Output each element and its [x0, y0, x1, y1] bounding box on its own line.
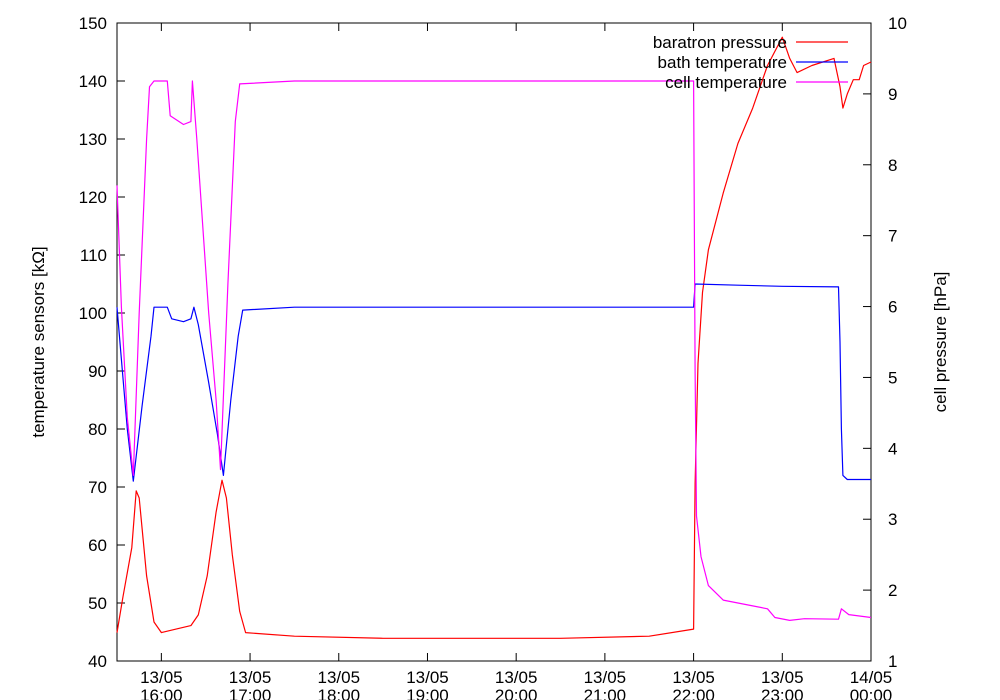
- x-tick-time: 23:00: [761, 686, 804, 700]
- series-baratron-pressure: [116, 36, 872, 639]
- x-tick-time: 16:00: [140, 686, 183, 700]
- y2-tick-label: 1: [888, 652, 897, 671]
- y2-axis-title: cell pressure [hPa]: [931, 272, 950, 413]
- x-tick-time: 17:00: [229, 686, 272, 700]
- series-bath-temperature: [116, 283, 871, 482]
- y2-tick-label: 4: [888, 439, 897, 458]
- x-tick-date: 14/05: [850, 668, 893, 687]
- x-tick-time: 19:00: [406, 686, 449, 700]
- x-tick-date: 13/05: [140, 668, 183, 687]
- plot-frame: [116, 22, 872, 662]
- y-tick-label: 140: [79, 72, 107, 91]
- legend-label: baratron pressure: [653, 33, 787, 52]
- legend-label: cell temperature: [665, 73, 787, 92]
- y-tick-label: 50: [88, 594, 107, 613]
- x-tick-time: 18:00: [317, 686, 360, 700]
- y-tick-label: 90: [88, 362, 107, 381]
- left-axis: 40 50 60 70 80 90 100 110 120 130 140 150: [79, 14, 125, 671]
- x-tick-date: 13/05: [229, 668, 272, 687]
- x-tick-date: 13/05: [317, 668, 360, 687]
- x-tick-date: 13/05: [406, 668, 449, 687]
- y2-tick-label: 10: [888, 14, 907, 33]
- y2-tick-label: 8: [888, 156, 897, 175]
- y-tick-label: 150: [79, 14, 107, 33]
- bottom-axis: 13/0516:0013/0517:0013/0518:0013/0519:00…: [140, 23, 892, 700]
- y-tick-label: 130: [79, 130, 107, 149]
- y2-tick-label: 9: [888, 85, 897, 104]
- y-axis-title: temperature sensors [kΩ]: [29, 246, 48, 437]
- x-tick-date: 13/05: [495, 668, 538, 687]
- series-cell-temperature: [116, 80, 872, 622]
- series-layer: [116, 36, 872, 639]
- x-tick-time: 22:00: [672, 686, 715, 700]
- y2-tick-label: 6: [888, 298, 897, 317]
- x-tick-date: 13/05: [761, 668, 804, 687]
- x-tick-time: 00:00: [850, 686, 893, 700]
- y-tick-label: 70: [88, 478, 107, 497]
- x-tick-date: 13/05: [584, 668, 627, 687]
- y-tick-label: 80: [88, 420, 107, 439]
- y-tick-label: 40: [88, 652, 107, 671]
- y2-tick-label: 5: [888, 368, 897, 387]
- y2-tick-label: 2: [888, 581, 897, 600]
- legend-label: bath temperature: [658, 53, 787, 72]
- y2-tick-label: 7: [888, 227, 897, 246]
- x-tick-time: 20:00: [495, 686, 538, 700]
- x-tick-time: 21:00: [584, 686, 627, 700]
- y-tick-label: 120: [79, 188, 107, 207]
- y-tick-label: 100: [79, 304, 107, 323]
- x-tick-date: 13/05: [672, 668, 715, 687]
- right-axis: 1 2 3 4 5 6 7 8 9 10: [863, 14, 907, 671]
- y-tick-label: 110: [80, 246, 107, 265]
- y2-tick-label: 3: [888, 510, 897, 529]
- y-tick-label: 60: [88, 536, 107, 555]
